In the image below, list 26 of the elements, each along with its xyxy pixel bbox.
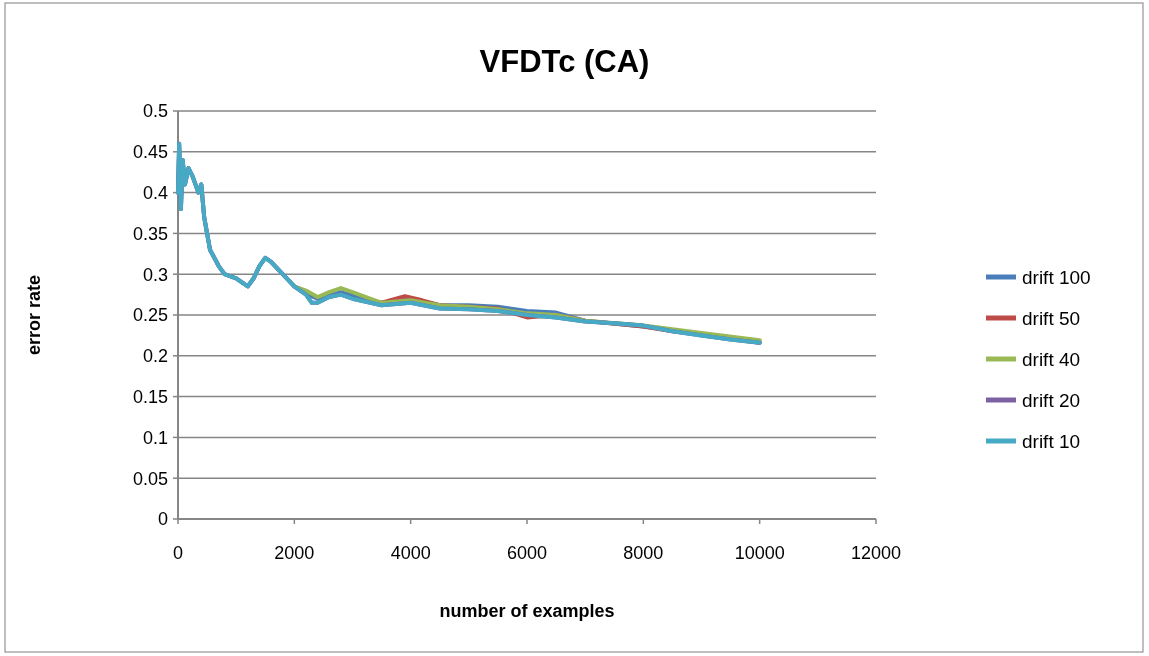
y-tick-label: 0.3 — [142, 264, 168, 285]
legend-label: drift 50 — [1022, 307, 1081, 329]
y-tick-label: 0.2 — [142, 346, 168, 367]
legend-label: drift 10 — [1022, 430, 1081, 452]
legend-label: drift 40 — [1022, 348, 1081, 370]
x-tick-label: 6000 — [506, 543, 548, 563]
chart-title: VFDTc (CA) — [479, 44, 650, 79]
legend-label: drift 20 — [1022, 389, 1081, 411]
x-tick-label: 2000 — [274, 543, 315, 563]
x-tick-label: 4000 — [390, 543, 431, 563]
y-tick-label: 0.4 — [142, 182, 168, 203]
y-tick-label: 0.1 — [142, 427, 168, 448]
y-tick-label: 0 — [157, 509, 168, 530]
x-axis-title: number of examples — [439, 601, 615, 621]
x-tick-label: 0 — [172, 543, 184, 563]
y-tick-label: 0.25 — [132, 305, 168, 326]
y-tick-label: 0.35 — [132, 223, 168, 244]
legend-label: drift 100 — [1022, 266, 1091, 288]
y-tick-label: 0.45 — [132, 142, 168, 163]
x-tick-label: 12000 — [850, 543, 902, 563]
y-tick-label: 0.05 — [132, 468, 168, 489]
y-axis-title: error rate — [24, 274, 44, 356]
x-tick-label: 10000 — [734, 543, 785, 563]
y-tick-label: 0.15 — [132, 386, 168, 407]
y-tick-label: 0.5 — [142, 101, 168, 122]
x-tick-label: 8000 — [623, 543, 664, 563]
